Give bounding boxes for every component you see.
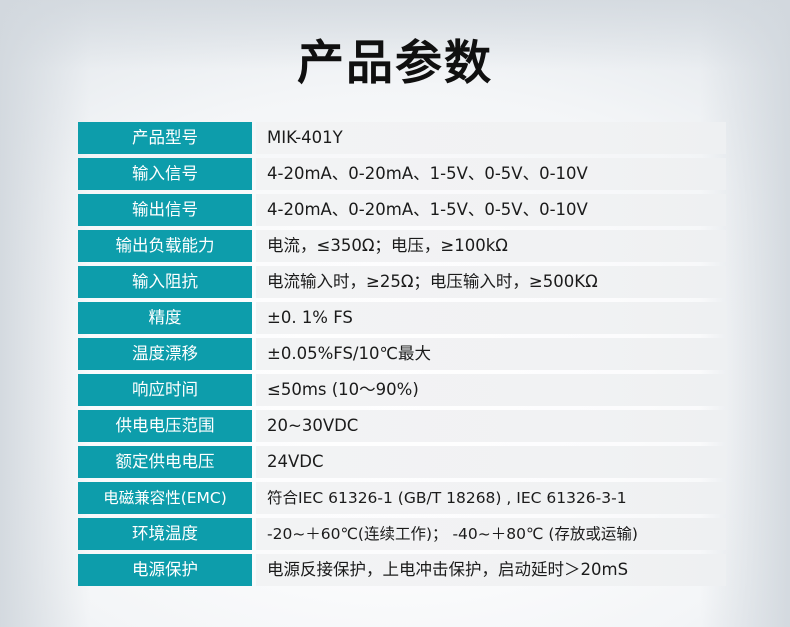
spec-label: 响应时间: [78, 374, 252, 406]
table-row: 输入阻抗 电流输入时，≥25Ω；电压输入时，≥500KΩ: [78, 266, 726, 298]
spec-value: 4-20mA、0-20mA、1-5V、0-5V、0-10V: [256, 194, 726, 226]
spec-label: 供电电压范围: [78, 410, 252, 442]
spec-label: 输入阻抗: [78, 266, 252, 298]
spec-label: 精度: [78, 302, 252, 334]
spec-value: ±0. 1% FS: [256, 302, 726, 334]
page-title: 产品参数: [297, 36, 493, 91]
table-row: 响应时间 ≤50ms (10～90%): [78, 374, 726, 406]
spec-value: 24VDC: [256, 446, 726, 478]
spec-label: 输出信号: [78, 194, 252, 226]
table-row: 输出信号 4-20mA、0-20mA、1-5V、0-5V、0-10V: [78, 194, 726, 226]
spec-value: 电流输入时，≥25Ω；电压输入时，≥500KΩ: [256, 266, 726, 298]
spec-label: 输入信号: [78, 158, 252, 190]
table-row: 供电电压范围 20~30VDC: [78, 410, 726, 442]
spec-label: 产品型号: [78, 122, 252, 154]
table-row: 产品型号 MIK-401Y: [78, 122, 726, 154]
spec-value: 符合IEC 61326-1 (GB/T 18268) , IEC 61326-3…: [256, 482, 726, 514]
table-row: 输出负载能力 电流，≤350Ω；电压，≥100kΩ: [78, 230, 726, 262]
spec-label: 环境温度: [78, 518, 252, 550]
spec-label: 额定供电电压: [78, 446, 252, 478]
spec-label: 输出负载能力: [78, 230, 252, 262]
table-row: 温度漂移 ±0.05%FS/10℃最大: [78, 338, 726, 370]
spec-label: 电源保护: [78, 554, 252, 586]
spec-value: ±0.05%FS/10℃最大: [256, 338, 726, 370]
table-row: 电源保护 电源反接保护，上电冲击保护，启动延时＞20mS: [78, 554, 726, 586]
table-row: 环境温度 -20~＋60℃(连续工作)； -40~＋80℃ (存放或运输): [78, 518, 726, 550]
spec-value: MIK-401Y: [256, 122, 726, 154]
spec-label: 电磁兼容性(EMC): [78, 482, 252, 514]
spec-value: -20~＋60℃(连续工作)； -40~＋80℃ (存放或运输): [256, 518, 726, 550]
table-row: 精度 ±0. 1% FS: [78, 302, 726, 334]
table-row: 输入信号 4-20mA、0-20mA、1-5V、0-5V、0-10V: [78, 158, 726, 190]
spec-label: 温度漂移: [78, 338, 252, 370]
spec-value: 4-20mA、0-20mA、1-5V、0-5V、0-10V: [256, 158, 726, 190]
table-row: 额定供电电压 24VDC: [78, 446, 726, 478]
spec-value: 电流，≤350Ω；电压，≥100kΩ: [256, 230, 726, 262]
spec-value: ≤50ms (10～90%): [256, 374, 726, 406]
spec-value: 20~30VDC: [256, 410, 726, 442]
table-row: 电磁兼容性(EMC) 符合IEC 61326-1 (GB/T 18268) , I…: [78, 482, 726, 514]
spec-value: 电源反接保护，上电冲击保护，启动延时＞20mS: [256, 554, 726, 586]
spec-table: 产品型号 MIK-401Y 输入信号 4-20mA、0-20mA、1-5V、0-5V、…: [78, 122, 726, 590]
